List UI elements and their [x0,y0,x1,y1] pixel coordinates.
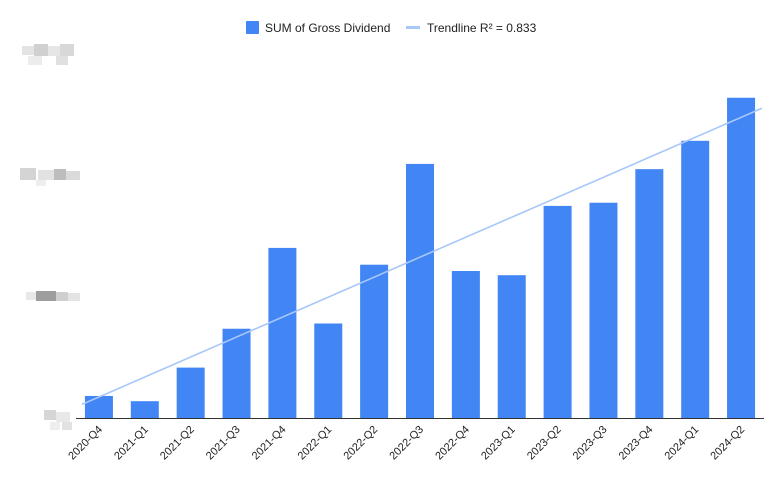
x-tick-label: 2021-Q4 [250,424,289,463]
bar-2022-Q1 [314,323,343,418]
legend-swatch-bars [246,21,259,34]
x-tick-label: 2023-Q3 [571,424,610,463]
y-tick-label-redacted [26,291,80,301]
bar-2021-Q3 [222,328,251,418]
bar-2022-Q2 [360,264,389,418]
x-tick-label: 2021-Q2 [158,424,197,463]
bar-2024-Q2 [727,97,756,418]
legend-label-trendline: Trendline R² = 0.833 [427,21,537,35]
x-tick-label: 2020-Q4 [66,424,105,463]
bar-2023-Q1 [497,275,526,418]
bars-layer [84,97,756,419]
bar-2020-Q4 [84,395,113,418]
trendline [81,107,763,406]
bar-2021-Q4 [268,247,297,418]
bar-2022-Q3 [406,163,434,418]
x-tick-label: 2024-Q2 [708,424,747,463]
x-tick-label: 2024-Q1 [663,424,702,463]
y-axis-labels-redacted [20,44,80,430]
legend-label-bars: SUM of Gross Dividend [265,21,390,35]
x-axis-labels: 2020-Q4 2021-Q1 2021-Q2 2021-Q3 2021-Q4 2022-… [66,424,747,463]
y-tick-label-redacted [20,168,80,186]
legend: SUM of Gross Dividend Trendline R² = 0.8… [246,21,537,35]
x-tick-label: 2022-Q4 [433,424,472,463]
y-tick-label-redacted [22,44,74,65]
x-tick-label: 2023-Q2 [525,424,564,463]
x-tick-label: 2022-Q2 [341,424,380,463]
x-tick-label: 2021-Q1 [112,424,151,463]
bar-2023-Q2 [543,205,572,418]
x-tick-label: 2023-Q4 [617,424,656,463]
x-tick-label: 2022-Q1 [296,424,335,463]
x-tick-label: 2022-Q3 [387,424,426,463]
bar-2023-Q4 [635,169,664,418]
bar-2021-Q1 [130,401,159,418]
x-tick-label: 2021-Q3 [204,424,243,463]
bar-2021-Q2 [176,367,205,418]
y-tick-label-redacted [44,410,72,430]
bar-2023-Q3 [589,202,618,418]
bar-2022-Q4 [451,271,480,418]
bar-2024-Q1 [681,140,710,419]
trendline-layer [81,107,763,406]
x-tick-label: 2023-Q1 [479,424,518,463]
